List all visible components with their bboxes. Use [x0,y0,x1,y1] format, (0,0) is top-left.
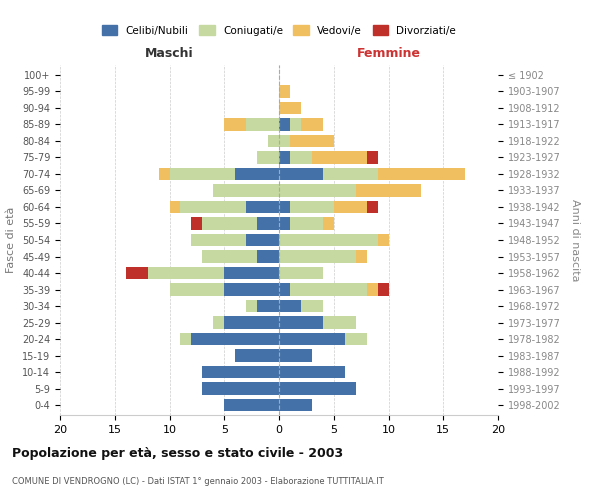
Bar [290,118,301,130]
Text: Popolazione per età, sesso e stato civile - 2003: Popolazione per età, sesso e stato civil… [12,448,343,460]
Bar [279,366,344,378]
Bar [323,168,377,180]
Bar [377,234,389,246]
Bar [377,168,465,180]
Bar [246,234,279,246]
Text: Maschi: Maschi [145,47,194,60]
Bar [279,382,356,395]
Bar [301,118,323,130]
Bar [279,201,290,213]
Bar [279,184,356,196]
Bar [224,284,279,296]
Bar [268,135,279,147]
Bar [279,399,312,411]
Bar [279,118,290,130]
Bar [344,333,367,345]
Bar [377,284,389,296]
Bar [214,184,279,196]
Bar [290,152,312,164]
Bar [257,218,279,230]
Bar [224,399,279,411]
Bar [279,350,312,362]
Bar [279,85,290,98]
Bar [279,333,344,345]
Bar [279,152,290,164]
Bar [290,218,323,230]
Bar [181,333,191,345]
Bar [279,316,323,328]
Bar [279,284,290,296]
Text: COMUNE DI VENDROGNO (LC) - Dati ISTAT 1° gennaio 2003 - Elaborazione TUTTITALIA.: COMUNE DI VENDROGNO (LC) - Dati ISTAT 1°… [12,478,384,486]
Bar [279,234,377,246]
Text: Femmine: Femmine [356,47,421,60]
Bar [191,333,279,345]
Bar [356,250,367,262]
Bar [181,201,246,213]
Bar [323,316,356,328]
Bar [170,201,181,213]
Bar [279,300,301,312]
Legend: Celibi/Nubili, Coniugati/e, Vedovi/e, Divorziati/e: Celibi/Nubili, Coniugati/e, Vedovi/e, Di… [98,21,460,40]
Bar [356,184,421,196]
Bar [312,152,367,164]
Bar [202,218,257,230]
Bar [290,201,334,213]
Bar [323,218,334,230]
Bar [246,201,279,213]
Bar [279,267,323,279]
Bar [279,218,290,230]
Bar [279,102,301,114]
Bar [279,250,356,262]
Bar [279,168,323,180]
Bar [191,218,202,230]
Bar [367,284,377,296]
Bar [334,201,367,213]
Bar [279,135,290,147]
Bar [202,250,257,262]
Bar [170,284,224,296]
Bar [301,300,323,312]
Bar [214,316,224,328]
Bar [148,267,224,279]
Bar [235,168,279,180]
Bar [257,250,279,262]
Bar [246,118,279,130]
Bar [126,267,148,279]
Y-axis label: Anni di nascita: Anni di nascita [570,198,580,281]
Bar [202,366,279,378]
Bar [202,382,279,395]
Bar [257,300,279,312]
Bar [235,350,279,362]
Bar [224,118,246,130]
Y-axis label: Fasce di età: Fasce di età [7,207,16,273]
Bar [246,300,257,312]
Bar [170,168,235,180]
Bar [367,201,377,213]
Bar [158,168,170,180]
Bar [191,234,246,246]
Bar [224,316,279,328]
Bar [290,284,367,296]
Bar [290,135,334,147]
Bar [224,267,279,279]
Bar [257,152,279,164]
Bar [367,152,377,164]
